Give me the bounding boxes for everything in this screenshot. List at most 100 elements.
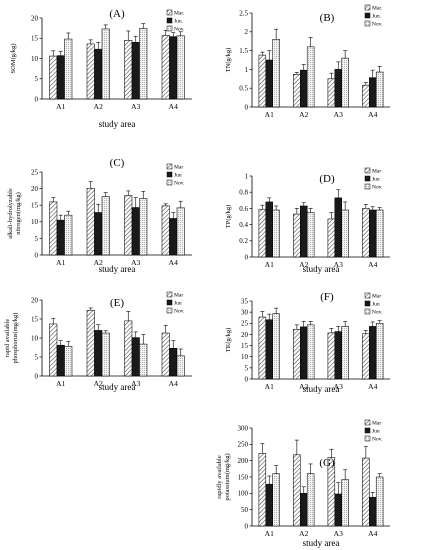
legend-label: Jun bbox=[372, 429, 380, 435]
bar-A3-Jun bbox=[131, 207, 140, 256]
x-tick-label: A3 bbox=[131, 258, 140, 267]
y-tick-label: 50 bbox=[241, 506, 249, 514]
bar-A4-Jun bbox=[369, 77, 377, 108]
x-tick-label: A4 bbox=[368, 382, 377, 391]
bar-A2-Jun bbox=[300, 205, 308, 258]
x-axis-label: study area bbox=[303, 264, 340, 274]
bar-A2-Jun bbox=[300, 69, 308, 108]
y-tick-label: 250 bbox=[238, 441, 249, 449]
legend-swatch bbox=[166, 299, 173, 306]
y-tick-label: 0.5 bbox=[239, 85, 248, 93]
bar-A4-Nov bbox=[176, 207, 185, 256]
y-tick-label: 1 bbox=[245, 66, 249, 74]
x-tick-label: A4 bbox=[368, 529, 377, 538]
bar-A2-Mar bbox=[86, 309, 95, 377]
bar-A3-Nov bbox=[139, 198, 148, 256]
bar-A1-Jun bbox=[265, 201, 273, 258]
legend-swatch bbox=[364, 419, 371, 426]
legend-label: Mar bbox=[174, 293, 183, 299]
x-tick-label: A4 bbox=[368, 260, 377, 269]
legend-label: Nov. bbox=[174, 27, 185, 33]
legend-label: Jun. bbox=[174, 19, 184, 25]
legend-label: Mar bbox=[372, 421, 381, 427]
bar-A4-Nov bbox=[375, 476, 384, 527]
bar-A2-Mar bbox=[293, 213, 301, 258]
y-axis-label: TK(g/kg) bbox=[225, 328, 232, 353]
legend-swatch bbox=[364, 167, 371, 174]
y-tick-label: 25 bbox=[241, 320, 249, 328]
chart-title: (D) bbox=[319, 173, 335, 185]
x-tick-label: A2 bbox=[299, 382, 308, 391]
bar-A4-Nov bbox=[176, 355, 185, 377]
legend-label: Jun. bbox=[372, 14, 382, 20]
x-tick-label: A1 bbox=[56, 102, 65, 111]
legend-swatch bbox=[364, 183, 371, 190]
y-axis-label: TP(g/kg) bbox=[225, 205, 232, 228]
x-axis-label: study area bbox=[99, 264, 136, 274]
y-tick-label: 5 bbox=[35, 353, 39, 361]
bar-A1-Nov bbox=[64, 38, 73, 100]
bar-A2-Nov bbox=[306, 324, 315, 380]
y-tick-label: 0.8 bbox=[239, 189, 248, 197]
bar-A2-Mar bbox=[293, 74, 301, 108]
y-axis-label: rapidly availablepotassium(mg/kg) bbox=[216, 453, 231, 500]
bar-A3-Mar bbox=[124, 320, 133, 377]
x-tick-label: A3 bbox=[131, 102, 140, 111]
bar-A3-Mar bbox=[327, 218, 336, 258]
x-tick-label: A3 bbox=[334, 529, 343, 538]
chart-panel-F: 0 5 10 15 20 25 30 35 A1 A2 A3 A4 (F) study area TK(g/… bbox=[225, 291, 390, 394]
legend-swatch bbox=[166, 9, 173, 16]
legend-swatch bbox=[364, 292, 371, 299]
chart-title: (G) bbox=[319, 457, 335, 469]
bar-A2-Mar bbox=[293, 329, 301, 380]
legend-label: Nov. bbox=[372, 310, 383, 316]
bar-A3-Mar bbox=[124, 40, 133, 100]
y-axis-label: TN(g/kg) bbox=[225, 48, 232, 73]
x-tick-label: A4 bbox=[169, 258, 178, 267]
y-tick-label: 15 bbox=[31, 202, 39, 210]
bar-A1-Nov bbox=[64, 346, 73, 377]
chart-panel-A: 0 5 10 15 20 A1 A2 A3 A4 (A) study area SOM(g/kg) Ma… bbox=[10, 8, 192, 129]
y-tick-label: 20 bbox=[31, 296, 39, 304]
legend-label: Mar. bbox=[372, 6, 383, 12]
x-axis-label: study area bbox=[303, 538, 340, 548]
bar-A4-Mar bbox=[362, 333, 370, 380]
y-tick-label: 1.5 bbox=[239, 47, 248, 55]
y-tick-label: 5 bbox=[35, 235, 39, 243]
x-axis-label: study area bbox=[99, 119, 136, 129]
y-axis-label: SOM(g/kg) bbox=[10, 44, 17, 74]
bar-A3-Nov bbox=[341, 57, 349, 108]
bar-A3-Jun bbox=[334, 197, 342, 258]
x-tick-label: A2 bbox=[94, 258, 103, 267]
bar-A2-Nov bbox=[101, 332, 110, 377]
y-tick-label: 25 bbox=[31, 168, 39, 176]
legend-swatch bbox=[364, 427, 371, 434]
x-axis-label: study area bbox=[303, 384, 340, 394]
x-tick-label: A1 bbox=[56, 379, 65, 388]
y-tick-label: 30 bbox=[241, 309, 249, 317]
x-tick-label: A4 bbox=[169, 102, 178, 111]
bar-A1-Jun bbox=[56, 344, 65, 377]
y-tick-label: 0 bbox=[35, 95, 39, 103]
bar-A1-Nov bbox=[272, 39, 280, 108]
bar-A4-Jun bbox=[369, 496, 377, 527]
bar-A4-Mar bbox=[161, 332, 170, 377]
bar-A4-Jun bbox=[169, 218, 178, 256]
bar-A3-Mar bbox=[124, 195, 133, 256]
chart-title: (A) bbox=[109, 8, 125, 20]
bar-A1-Mar bbox=[49, 55, 58, 100]
x-tick-label: A1 bbox=[265, 382, 274, 391]
bar-A1-Jun bbox=[265, 59, 273, 108]
legend-label: Mar bbox=[174, 165, 183, 171]
bar-A2-Jun bbox=[300, 326, 308, 380]
x-tick-label: A1 bbox=[265, 110, 274, 119]
bar-A2-Mar bbox=[86, 43, 95, 100]
x-tick-label: A4 bbox=[368, 110, 377, 119]
legend-swatch bbox=[166, 179, 173, 186]
y-tick-label: 0 bbox=[245, 253, 249, 261]
x-axis-label: study area bbox=[99, 382, 136, 392]
y-tick-label: 300 bbox=[238, 424, 249, 432]
x-tick-label: A3 bbox=[131, 379, 140, 388]
bar-A3-Nov bbox=[341, 209, 349, 258]
